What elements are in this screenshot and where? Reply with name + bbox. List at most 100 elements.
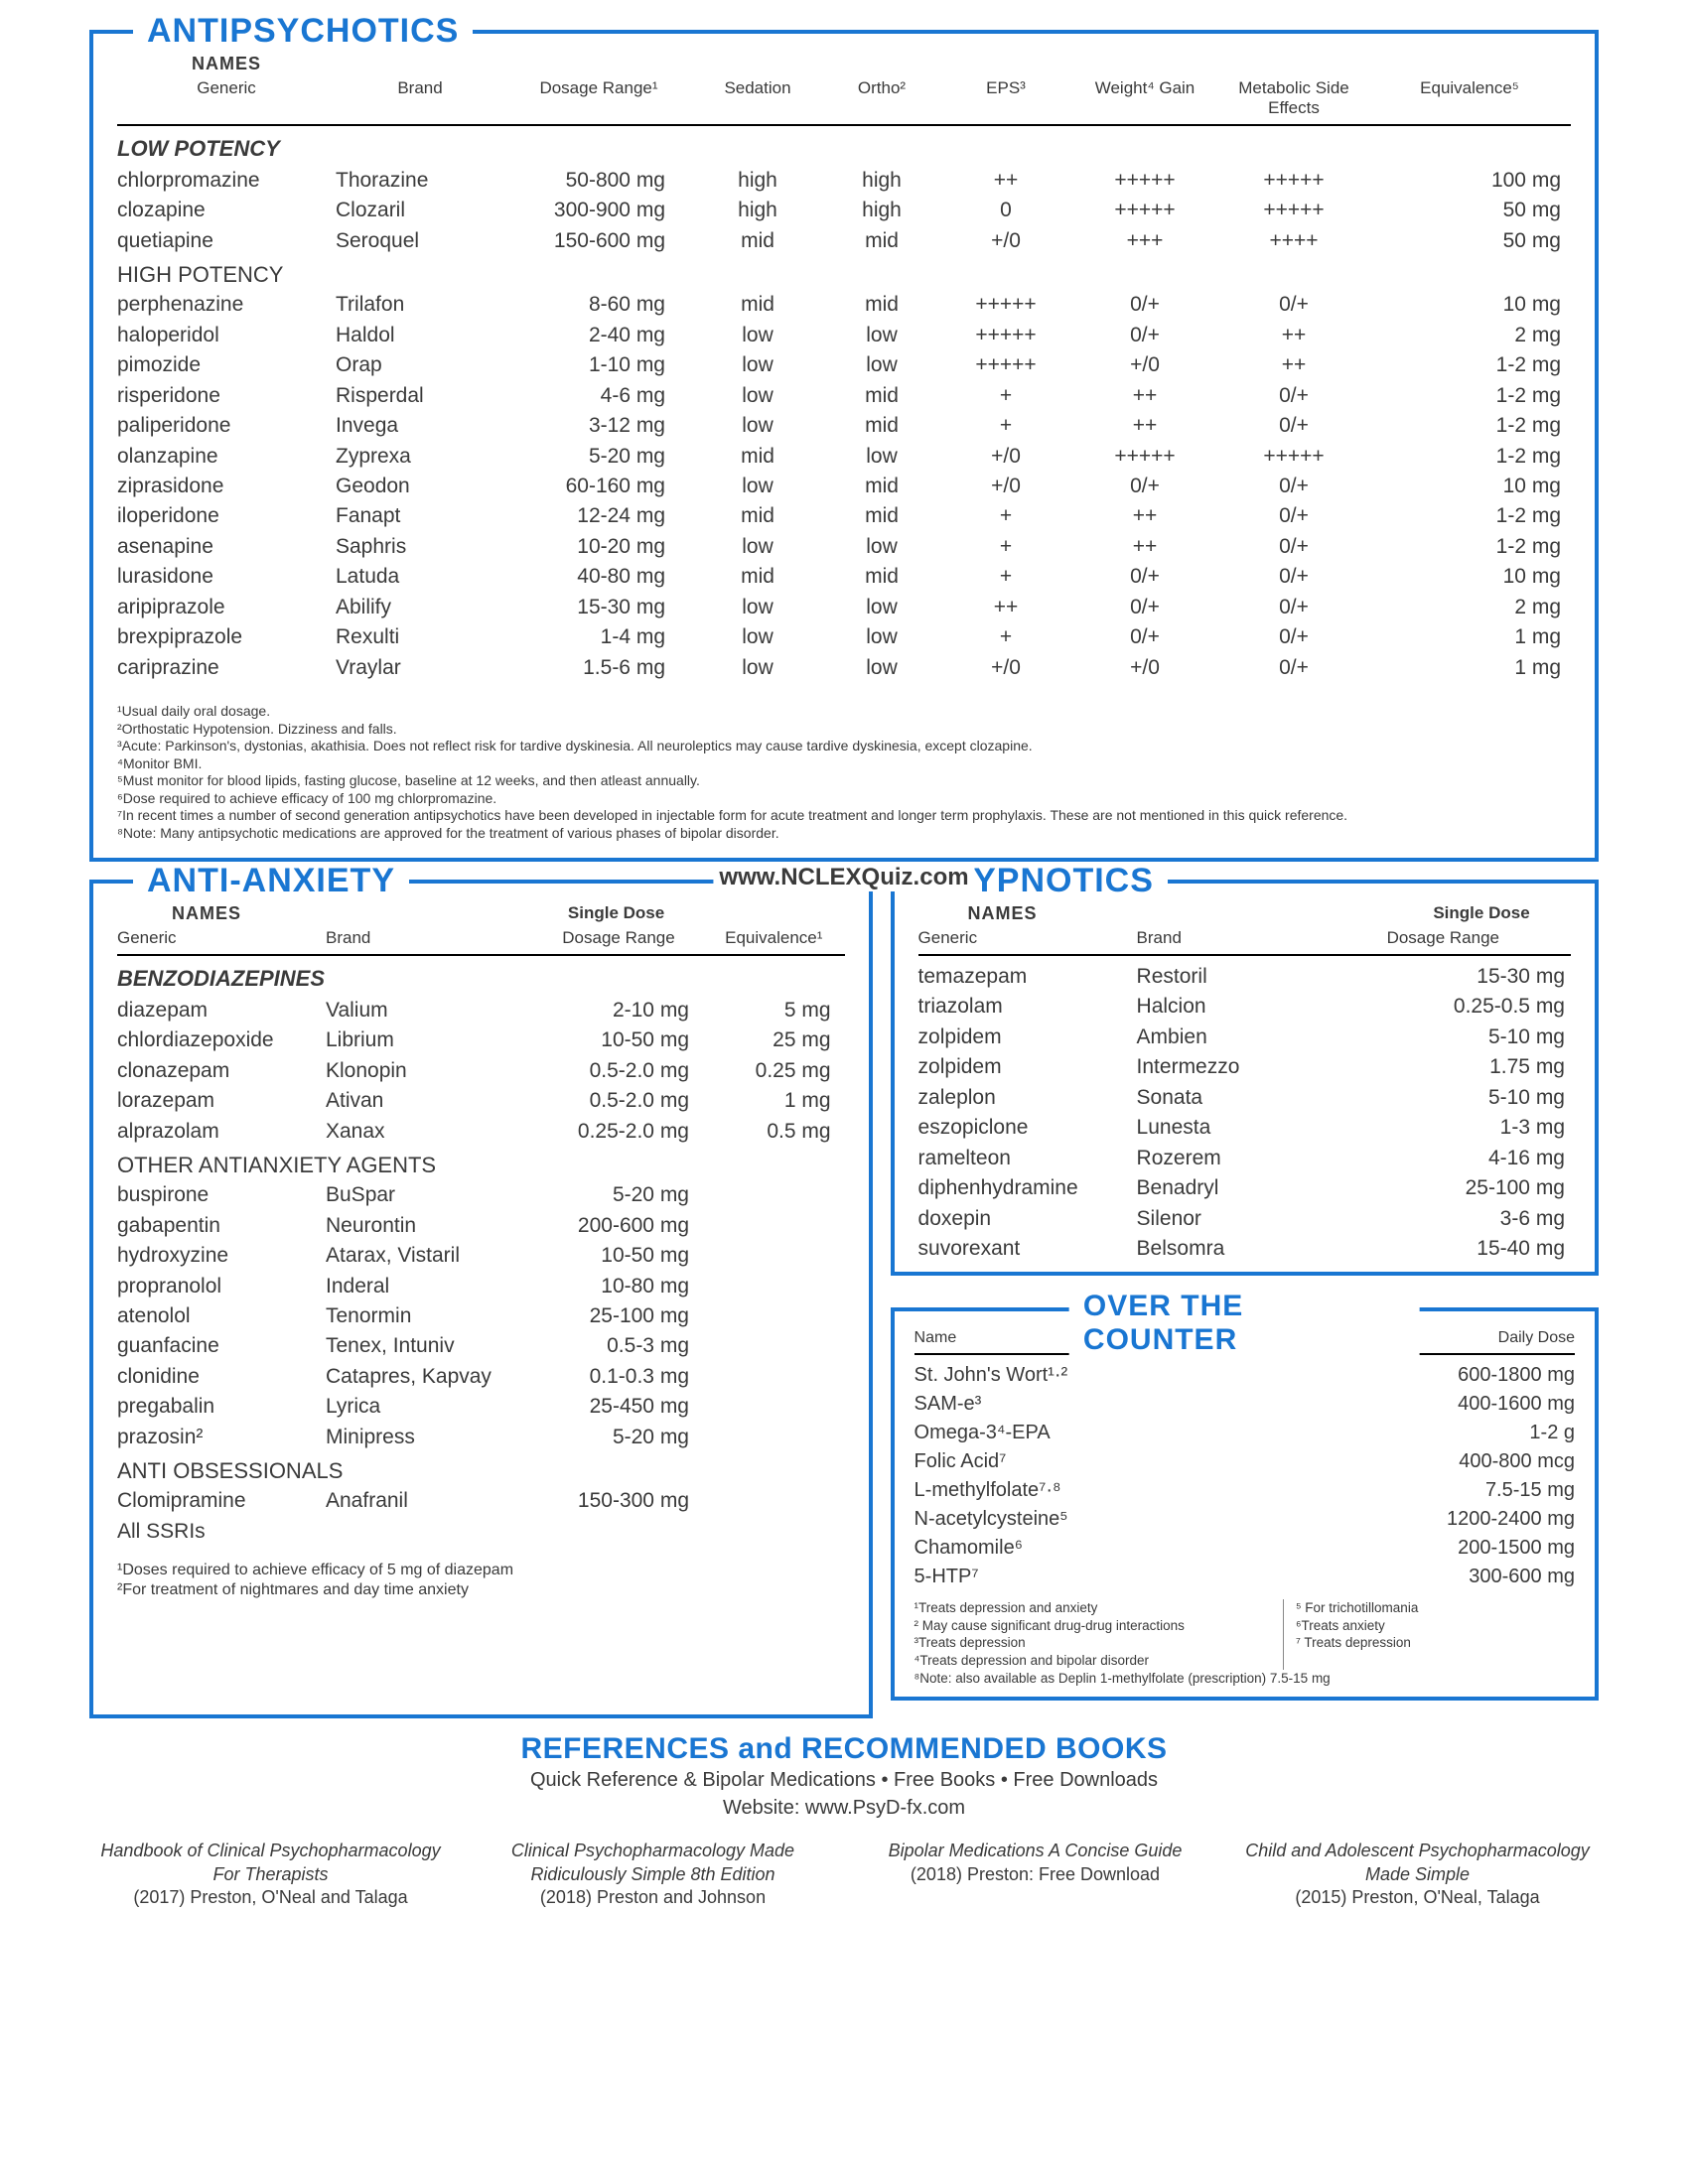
references-sub2: Website: www.PsyD-fx.com xyxy=(89,1794,1599,1822)
cell: paliperidone xyxy=(117,411,336,441)
cell: 1 mg xyxy=(1368,622,1571,652)
cell: ++ xyxy=(1070,501,1219,531)
col-header: EPS³ xyxy=(941,78,1070,118)
cell: +++++ xyxy=(941,290,1070,320)
cell: mid xyxy=(822,381,941,411)
footnote: ⁶Dose required to achieve efficacy of 10… xyxy=(117,790,1571,808)
footnote: ²For treatment of nightmares and day tim… xyxy=(117,1580,845,1600)
footnote: ³Treats depression xyxy=(914,1634,1277,1652)
cell: suvorexant xyxy=(918,1234,1137,1264)
table-row: diazepamValium2-10 mg5 mg xyxy=(117,996,845,1025)
cell: 15-30 mg xyxy=(504,593,693,622)
cell: Seroquel xyxy=(336,226,504,256)
col-header: Equivalence¹ xyxy=(703,928,845,948)
cell: + xyxy=(941,381,1070,411)
table-row: aripiprazoleAbilify15-30 mglowlow++0/+0/… xyxy=(117,593,1571,622)
book-title: Child and Adolescent Psychopharmacology … xyxy=(1236,1840,1599,1886)
book-byline: (2018) Preston: Free Download xyxy=(854,1863,1216,1886)
hypnotics-panel: HYPNOTICS NAMES Single Dose GenericBrand… xyxy=(891,880,1599,1276)
cell: 50 mg xyxy=(1368,196,1571,225)
cell: 15-30 mg xyxy=(1316,962,1571,992)
footnote: ⁴Treats depression and bipolar disorder xyxy=(914,1652,1277,1670)
cell: Belsomra xyxy=(1137,1234,1316,1264)
table-row: gabapentinNeurontin200-600 mg xyxy=(117,1211,845,1241)
cell: iloperidone xyxy=(117,501,336,531)
cell: high xyxy=(693,196,822,225)
cell: 25-100 mg xyxy=(534,1301,703,1331)
cell: 0/+ xyxy=(1070,562,1219,592)
cell: ++ xyxy=(1219,321,1368,350)
cell: 0.1-0.3 mg xyxy=(534,1362,703,1392)
table-row: atenololTenormin25-100 mg xyxy=(117,1301,845,1331)
cell: All SSRIs xyxy=(117,1517,326,1547)
cell: 1 mg xyxy=(1368,653,1571,683)
cell: chlorpromazine xyxy=(117,166,336,196)
cell: 0/+ xyxy=(1219,532,1368,562)
antianxiety-headers: GenericBrandDosage RangeEquivalence¹ xyxy=(117,924,845,956)
cell: chlordiazepoxide xyxy=(117,1025,326,1055)
cell: ++ xyxy=(1219,350,1368,380)
cell: 0/+ xyxy=(1219,562,1368,592)
cell: Librium xyxy=(326,1025,534,1055)
cell: Neurontin xyxy=(326,1211,534,1241)
footnote: ⁴Monitor BMI. xyxy=(117,755,1571,773)
table-row: risperidoneRisperdal4-6 mglowmid+++0/+1-… xyxy=(117,381,1571,411)
cell: +++++ xyxy=(941,350,1070,380)
col-header: Dosage Range¹ xyxy=(504,78,693,118)
col-header: Generic xyxy=(117,78,336,118)
cell: Catapres, Kapvay xyxy=(326,1362,534,1392)
antipsychotics-headers: GenericBrandDosage Range¹SedationOrtho²E… xyxy=(117,74,1571,126)
book-item: Handbook of Clinical Psychopharmacology … xyxy=(89,1840,452,1909)
cell: atenolol xyxy=(117,1301,326,1331)
footnote: ¹Usual daily oral dosage. xyxy=(117,703,1571,721)
table-row: haloperidolHaldol2-40 mglowlow+++++0/+++… xyxy=(117,321,1571,350)
table-row: diphenhydramineBenadryl25-100 mg xyxy=(918,1173,1571,1203)
table-row: 5-HTP⁷300-600 mg xyxy=(914,1563,1575,1591)
cell: 1-10 mg xyxy=(504,350,693,380)
footnote: ⁷ Treats depression xyxy=(1296,1634,1575,1652)
cell: 0/+ xyxy=(1070,472,1219,501)
table-row: suvorexantBelsomra15-40 mg xyxy=(918,1234,1571,1264)
cell: +++++ xyxy=(1219,196,1368,225)
cell: 60-160 mg xyxy=(504,472,693,501)
footnote: ⁷In recent times a number of second gene… xyxy=(117,807,1571,825)
cell: diphenhydramine xyxy=(918,1173,1137,1203)
cell: + xyxy=(941,501,1070,531)
cell: +++++ xyxy=(1070,442,1219,472)
cell: St. John's Wort¹·² xyxy=(914,1361,1356,1390)
table-row: temazepamRestoril15-30 mg xyxy=(918,962,1571,992)
table-row: asenapineSaphris10-20 mglowlow+++0/+1-2 … xyxy=(117,532,1571,562)
table-row: Chamomile⁶200-1500 mg xyxy=(914,1534,1575,1563)
cell: +++++ xyxy=(1070,166,1219,196)
cell: 4-16 mg xyxy=(1316,1144,1571,1173)
col-header: Generic xyxy=(117,928,326,948)
table-row: zolpidemIntermezzo1.75 mg xyxy=(918,1052,1571,1082)
cell: zolpidem xyxy=(918,1052,1137,1082)
names-label: NAMES xyxy=(918,903,1087,924)
table-row: Folic Acid⁷400-800 mcg xyxy=(914,1447,1575,1476)
col-header: Ortho² xyxy=(822,78,941,118)
cell: 0/+ xyxy=(1219,622,1368,652)
cell: high xyxy=(822,196,941,225)
cell: Haldol xyxy=(336,321,504,350)
table-row: Omega-3⁴-EPA1-2 g xyxy=(914,1419,1575,1447)
cell: low xyxy=(822,321,941,350)
cell: lorazepam xyxy=(117,1086,326,1116)
references-section: REFERENCES and RECOMMENDED BOOKS Quick R… xyxy=(89,1732,1599,1909)
col-header: Brand xyxy=(336,78,504,118)
cell: mid xyxy=(822,472,941,501)
cell: 1 mg xyxy=(703,1086,845,1116)
cell: 0/+ xyxy=(1219,653,1368,683)
cell: zolpidem xyxy=(918,1023,1137,1052)
cell: 600-1800 mg xyxy=(1356,1361,1575,1390)
col-header: Dosage Range xyxy=(534,928,703,948)
book-title: Clinical Psychopharmacology Made Ridicul… xyxy=(472,1840,834,1886)
cell: 400-800 mcg xyxy=(1356,1447,1575,1476)
cell: 3-12 mg xyxy=(504,411,693,441)
cell: low xyxy=(822,442,941,472)
cell: gabapentin xyxy=(117,1211,326,1241)
cell: perphenazine xyxy=(117,290,336,320)
cell: +++++ xyxy=(1219,442,1368,472)
cell: hydroxyzine xyxy=(117,1241,326,1271)
footnote: ⁸Note: Many antipsychotic medications ar… xyxy=(117,825,1571,843)
